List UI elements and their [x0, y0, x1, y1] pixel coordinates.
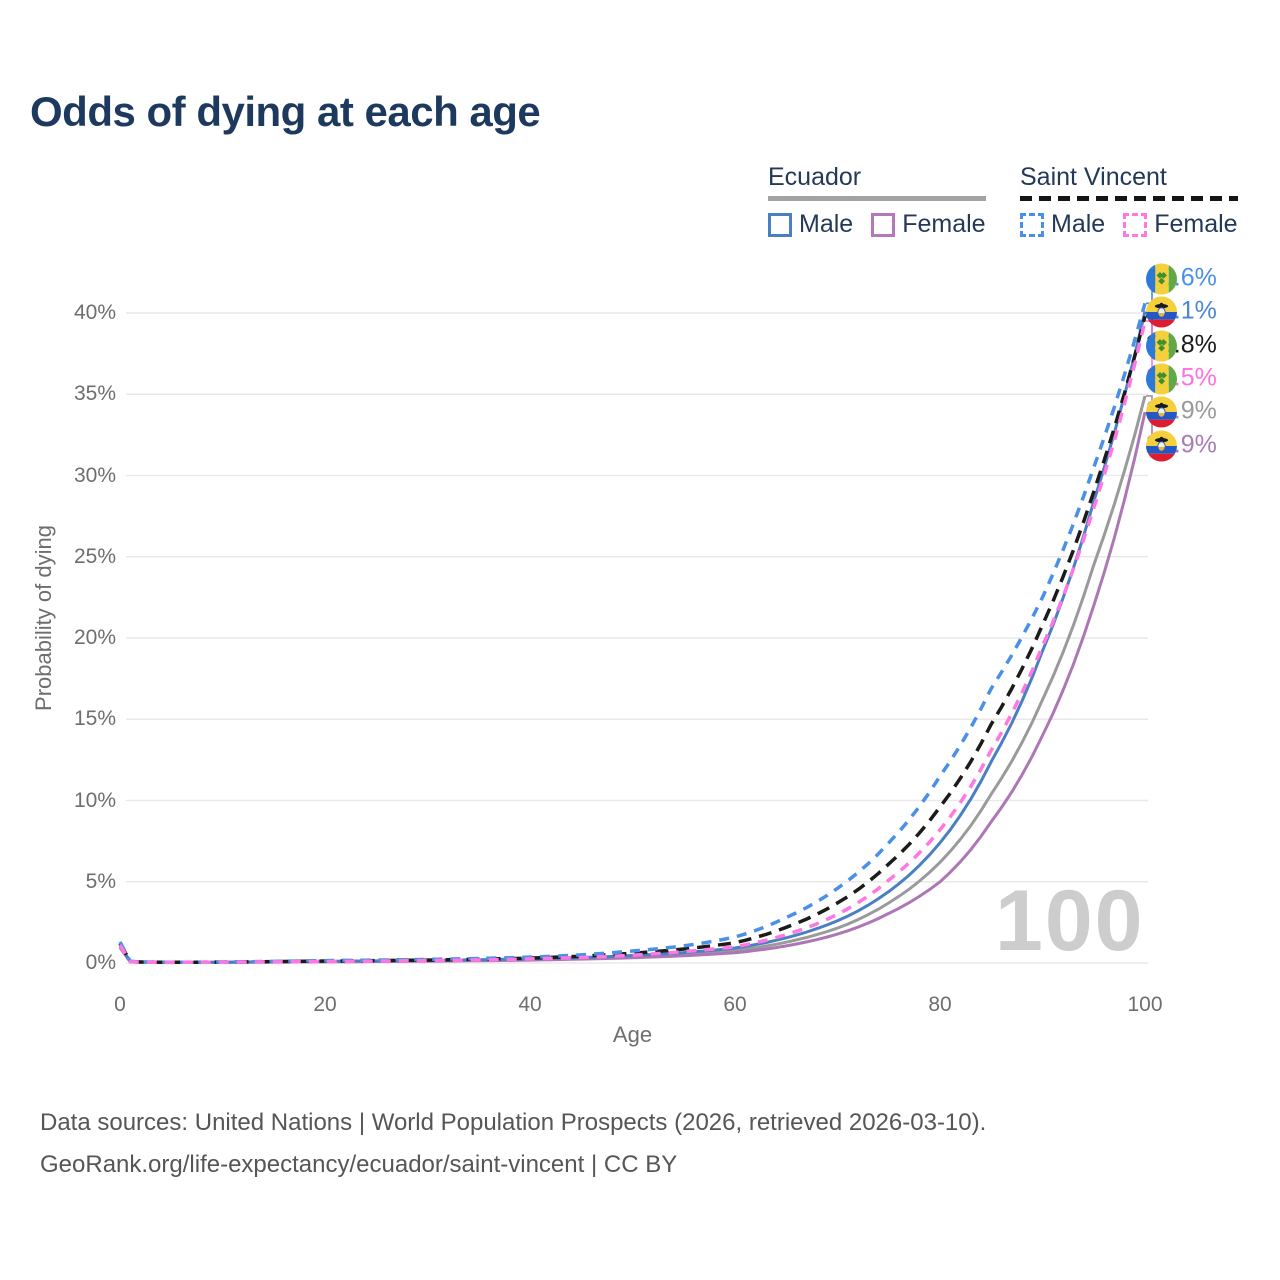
end-label-saint-vincent-female: 39.5% [1146, 363, 1217, 395]
ecuador-flag-icon [1146, 430, 1177, 462]
x-axis-tick-60: 60 [723, 993, 747, 1016]
legend-ecuador-line-swatch [768, 196, 986, 201]
page-title: Odds of dying at each age [30, 88, 541, 135]
end-label-ecuador-both: 34.9% [1146, 396, 1217, 428]
watermark-age-100: 100 [995, 873, 1145, 969]
legend-group-ecuador: Ecuador Male Female [768, 163, 986, 239]
saint-vincent-female-swatch-icon [1123, 212, 1148, 237]
legend-label: Female [902, 210, 986, 238]
series-line-saint-vincent-female [118, 320, 1147, 965]
series-line-saint-vincent-both [118, 315, 1147, 965]
series-line-ecuador-both [118, 395, 1147, 964]
x-axis-tick-40: 40 [518, 993, 542, 1016]
x-axis-tick-0: 0 [114, 993, 126, 1016]
legend-label: Male [1051, 210, 1106, 238]
end-label-ecuador-male: 40.1% [1146, 296, 1217, 328]
saint-vincent-flag-icon [1146, 330, 1177, 362]
y-axis-tick-20%: 20% [73, 626, 116, 649]
end-label-saint-vincent-male: 40.6% [1146, 263, 1217, 295]
y-axis-tick-15%: 15% [73, 707, 116, 731]
x-axis-tick-20: 20 [313, 993, 337, 1016]
y-axis-tick-10%: 10% [73, 788, 116, 812]
y-axis-tick-25%: 25% [73, 544, 116, 568]
legend-saint-vincent-title[interactable]: Saint Vincent [1020, 163, 1167, 191]
saint-vincent-flag-icon [1146, 263, 1177, 295]
legend-item-ecuador-female[interactable]: Female [871, 210, 986, 239]
ecuador-flag-icon [1146, 396, 1177, 428]
ecuador-flag-icon [1146, 296, 1177, 328]
legend-item-saint-vincent-male[interactable]: Male [1020, 210, 1105, 239]
attribution-link-text[interactable]: GeoRank.org/life-expectancy/ecuador/sain… [40, 1151, 678, 1178]
saint-vincent-male-swatch-icon [1020, 212, 1044, 237]
legend-ecuador-title[interactable]: Ecuador [768, 163, 862, 191]
y-axis-tick-35%: 35% [73, 382, 116, 406]
series-line-saint-vincent-male [118, 302, 1147, 964]
x-axis-tick-100: 100 [1127, 993, 1163, 1016]
legend-group-saint-vincent: Saint Vincent Male Female [1020, 163, 1238, 239]
legend-label: Female [1154, 210, 1238, 238]
y-axis-tick-30%: 30% [73, 463, 116, 487]
x-axis-tick-80: 80 [928, 993, 952, 1016]
series-line-ecuador-male [118, 311, 1147, 964]
ecuador-male-swatch-icon [768, 212, 792, 237]
y-axis-tick-5%: 5% [85, 869, 116, 893]
end-label-saint-vincent-both: 39.8% [1146, 330, 1217, 362]
legend-saint-vincent-line-swatch [1020, 196, 1238, 201]
saint-vincent-flag-icon [1146, 363, 1177, 395]
data-sources-text: Data sources: United Nations | World Pop… [40, 1109, 987, 1136]
y-axis-tick-0%: 0% [85, 951, 116, 974]
ecuador-female-swatch-icon [871, 212, 896, 237]
x-axis-title: Age [612, 1022, 653, 1047]
legend-item-ecuador-male[interactable]: Male [768, 210, 853, 239]
end-label-ecuador-female: 33.9% [1146, 430, 1217, 462]
legend-item-saint-vincent-female[interactable]: Female [1123, 210, 1238, 239]
legend-label: Male [799, 210, 854, 238]
y-axis-tick-40%: 40% [73, 301, 116, 324]
